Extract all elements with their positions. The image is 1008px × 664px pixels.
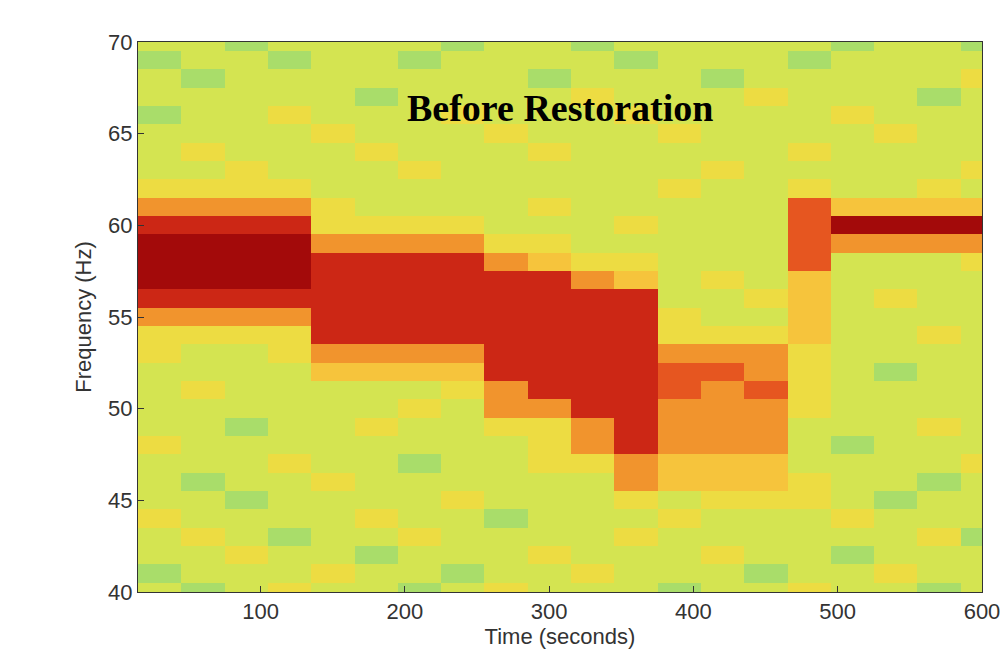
- svg-text:70: 70: [108, 30, 132, 55]
- svg-text:Time (seconds): Time (seconds): [485, 624, 636, 649]
- svg-text:200: 200: [387, 599, 424, 624]
- svg-text:500: 500: [819, 599, 856, 624]
- svg-text:55: 55: [108, 305, 132, 330]
- svg-text:Frequency (Hz): Frequency (Hz): [71, 241, 96, 393]
- svg-text:60: 60: [108, 213, 132, 238]
- svg-text:65: 65: [108, 121, 132, 146]
- svg-text:50: 50: [108, 396, 132, 421]
- svg-text:600: 600: [964, 599, 1001, 624]
- svg-text:300: 300: [531, 599, 568, 624]
- svg-text:400: 400: [675, 599, 712, 624]
- svg-text:45: 45: [108, 488, 132, 513]
- svg-text:100: 100: [242, 599, 279, 624]
- svg-text:40: 40: [108, 580, 132, 605]
- svg-text:Before Restoration: Before Restoration: [407, 87, 713, 129]
